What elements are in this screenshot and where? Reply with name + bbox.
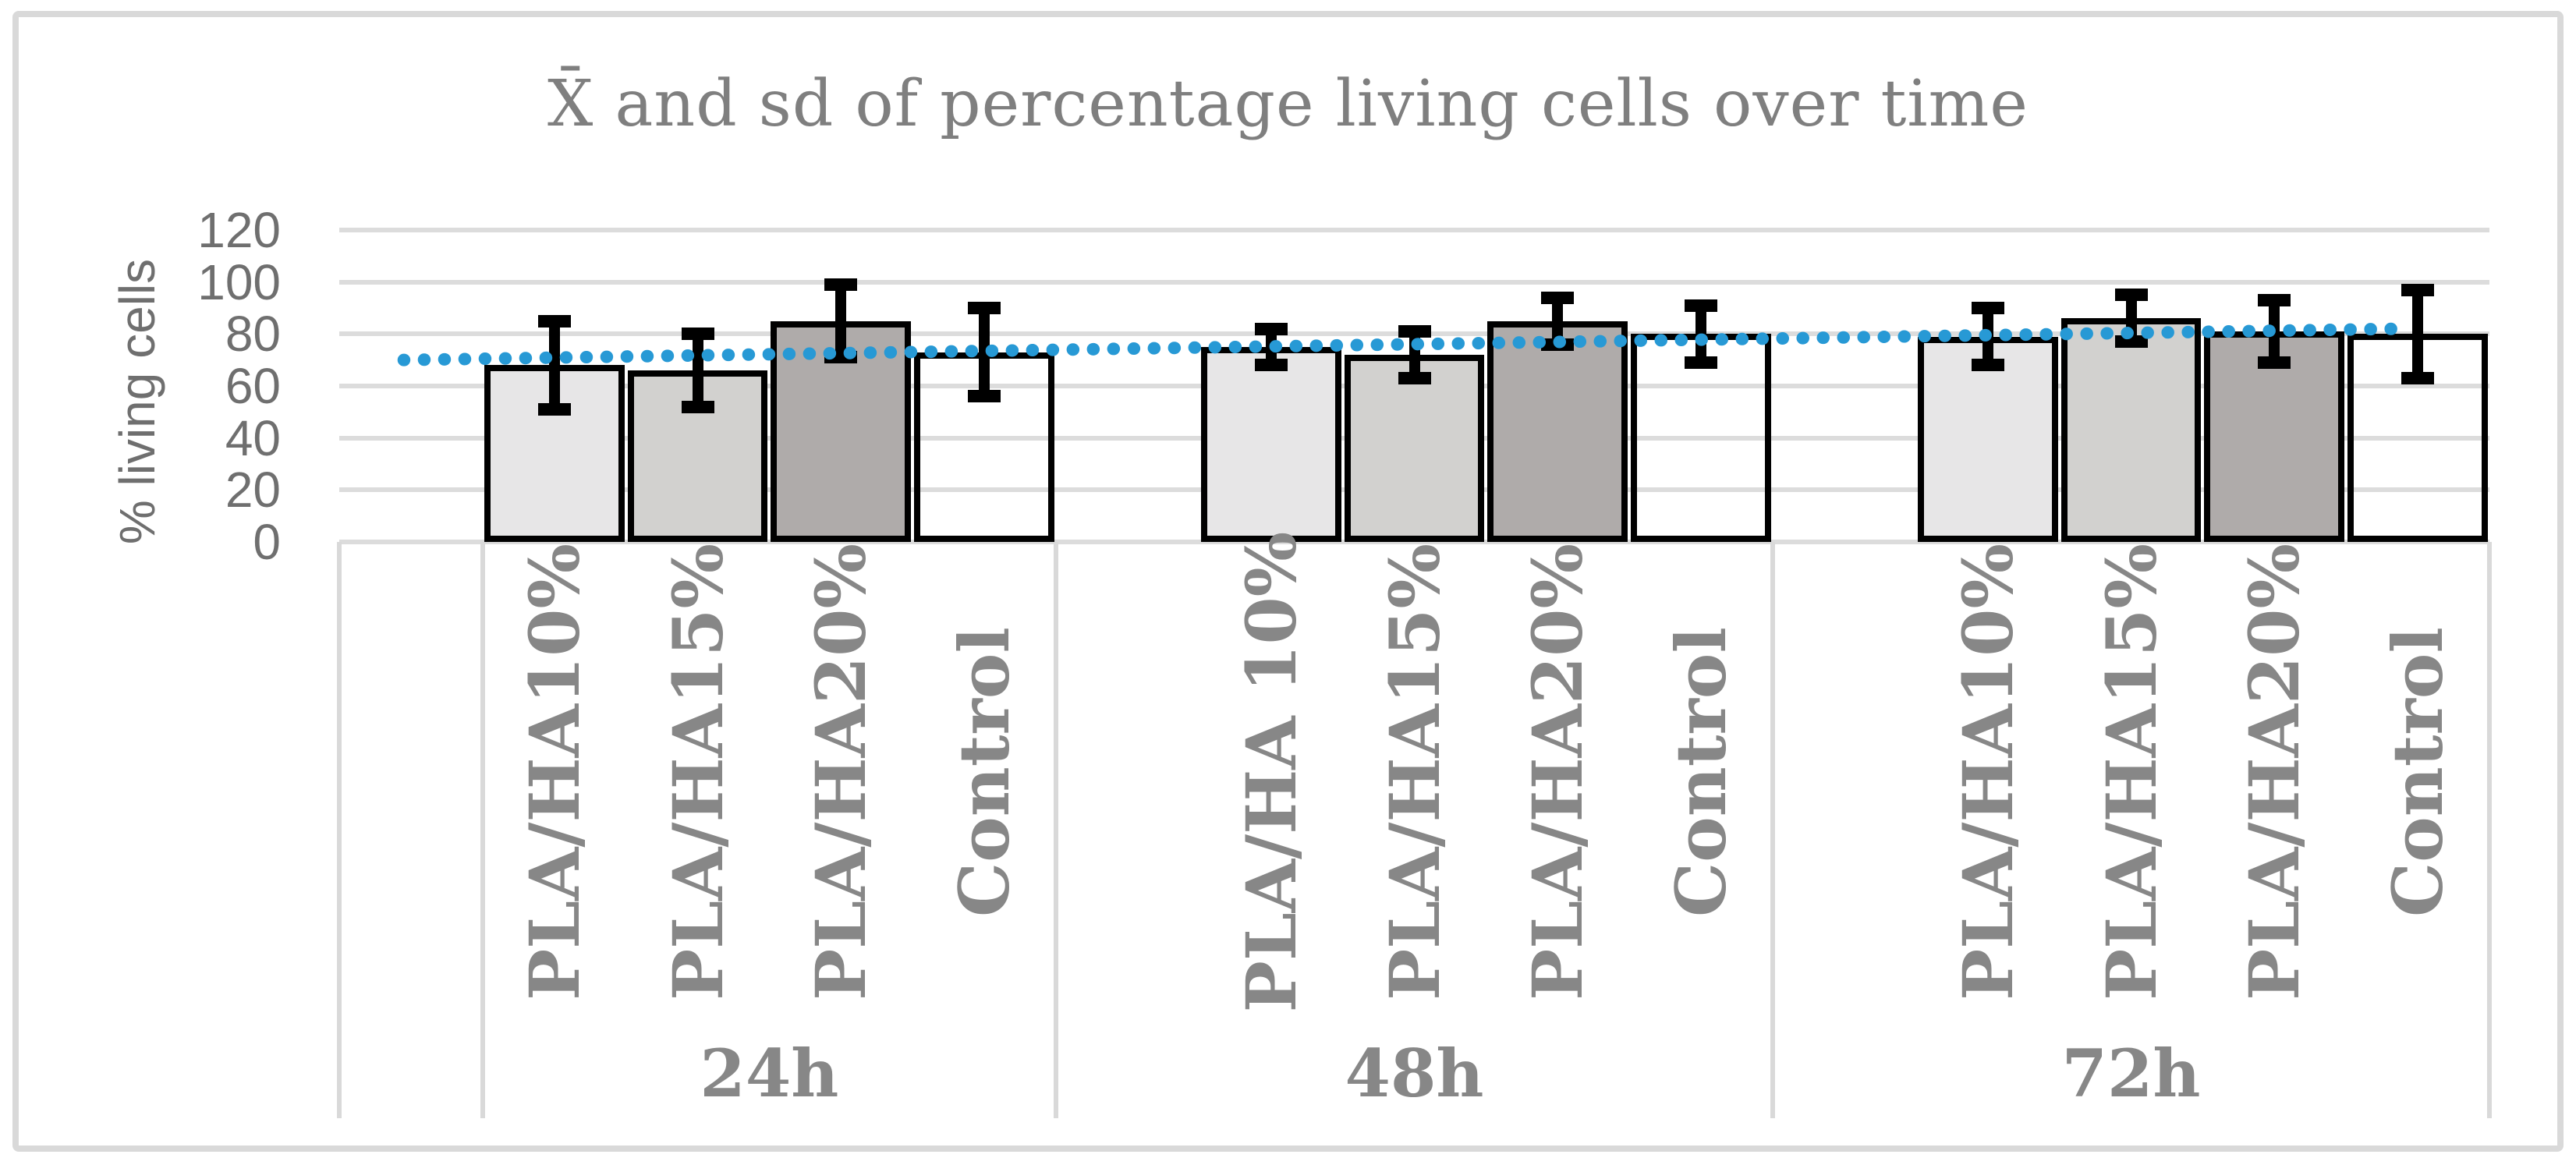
error-bar-line bbox=[1552, 297, 1564, 345]
error-bar-cap-bottom bbox=[2258, 356, 2291, 369]
error-bar-line bbox=[548, 320, 560, 409]
category-label-24h-PLA/HA10%: PLA/HA10% bbox=[513, 544, 595, 1000]
error-bar-line bbox=[1408, 331, 1420, 378]
group-label-48h: 48h bbox=[1345, 1035, 1484, 1112]
error-bar-cap-bottom bbox=[2401, 372, 2435, 384]
bar-48h-PLA/HA15% bbox=[1344, 355, 1485, 542]
category-label-72h-PLA/HA20%: PLA/HA20% bbox=[2234, 544, 2316, 1000]
error-bar-line bbox=[692, 334, 703, 407]
error-bar-cap-bottom bbox=[681, 400, 714, 413]
bar-48h-PLA/HA20% bbox=[1487, 320, 1628, 542]
axis-table-border bbox=[480, 542, 485, 1118]
axis-table-border bbox=[1054, 542, 1058, 1118]
error-bar-cap-bottom bbox=[1541, 338, 1575, 351]
y-tick-label-20: 20 bbox=[225, 462, 281, 519]
category-label-72h-PLA/HA15%: PLA/HA15% bbox=[2090, 544, 2172, 1000]
error-bar-line bbox=[1982, 308, 1993, 366]
error-bar-cap-bottom bbox=[1398, 372, 1431, 384]
gridline-120 bbox=[339, 228, 2489, 232]
error-bar-cap-top bbox=[681, 328, 714, 341]
error-bar-line bbox=[979, 308, 990, 397]
error-bar-cap-bottom bbox=[2114, 335, 2148, 349]
category-label-72h-Control: Control bbox=[2377, 627, 2459, 917]
error-bar-line bbox=[1695, 305, 1707, 363]
category-label-48h-PLA/HA 10%: PLA/HA 10% bbox=[1230, 531, 1312, 1013]
bar-72h-PLA/HA15% bbox=[2060, 318, 2202, 542]
error-bar-cap-top bbox=[1541, 291, 1575, 304]
figure-frame bbox=[12, 11, 2564, 1152]
gridline-0 bbox=[339, 540, 2489, 544]
bar-48h-PLA/HA 10% bbox=[1200, 347, 1341, 542]
group-label-24h: 24h bbox=[700, 1035, 839, 1112]
error-bar-cap-top bbox=[968, 302, 1001, 314]
error-bar-cap-bottom bbox=[824, 351, 858, 364]
error-bar-cap-bottom bbox=[968, 390, 1001, 403]
error-bar-line bbox=[2125, 295, 2137, 342]
error-bar-cap-bottom bbox=[537, 403, 571, 416]
error-bar-cap-top bbox=[1254, 322, 1288, 335]
error-bar-line bbox=[835, 285, 847, 358]
error-bar-line bbox=[2412, 289, 2424, 378]
y-axis-title: % living cells bbox=[109, 258, 165, 545]
error-bar-cap-top bbox=[1398, 325, 1431, 338]
y-tick-label-60: 60 bbox=[225, 358, 281, 414]
error-bar-line bbox=[2269, 300, 2280, 363]
error-bar-cap-top bbox=[2258, 294, 2291, 306]
category-label-72h-PLA/HA10%: PLA/HA10% bbox=[1947, 544, 2029, 1000]
y-tick-label-100: 100 bbox=[197, 253, 281, 310]
axis-table-border bbox=[337, 542, 342, 1118]
category-label-48h-PLA/HA15%: PLA/HA15% bbox=[1373, 544, 1455, 1000]
chart-title: X̄ and sd of percentage living cells ove… bbox=[547, 67, 2029, 141]
error-bar-cap-top bbox=[537, 314, 571, 328]
y-tick-label-120: 120 bbox=[197, 202, 281, 258]
y-tick-label-80: 80 bbox=[225, 306, 281, 363]
y-tick-label-40: 40 bbox=[225, 409, 281, 466]
error-bar-cap-bottom bbox=[1254, 359, 1288, 372]
y-tick-label-0: 0 bbox=[253, 514, 281, 570]
error-bar-cap-top bbox=[2401, 283, 2435, 296]
category-label-48h-Control: Control bbox=[1660, 627, 1742, 917]
error-bar-cap-top bbox=[2114, 289, 2148, 302]
error-bar-cap-top bbox=[1971, 302, 2004, 314]
axis-table-border bbox=[1770, 542, 1775, 1118]
error-bar-cap-bottom bbox=[1685, 356, 1718, 369]
category-label-24h-Control: Control bbox=[944, 627, 1026, 917]
error-bar-cap-bottom bbox=[1971, 359, 2004, 372]
bar-24h-PLA/HA10% bbox=[484, 365, 625, 542]
axis-table-border bbox=[2487, 542, 2492, 1118]
error-bar-cap-top bbox=[1685, 299, 1718, 312]
group-label-72h: 72h bbox=[2061, 1035, 2201, 1112]
category-label-24h-PLA/HA15%: PLA/HA15% bbox=[657, 544, 739, 1000]
gridline-100 bbox=[339, 279, 2489, 285]
error-bar-cap-top bbox=[824, 278, 858, 291]
category-label-24h-PLA/HA20%: PLA/HA20% bbox=[800, 544, 882, 1000]
category-label-48h-PLA/HA20%: PLA/HA20% bbox=[1517, 544, 1599, 1000]
